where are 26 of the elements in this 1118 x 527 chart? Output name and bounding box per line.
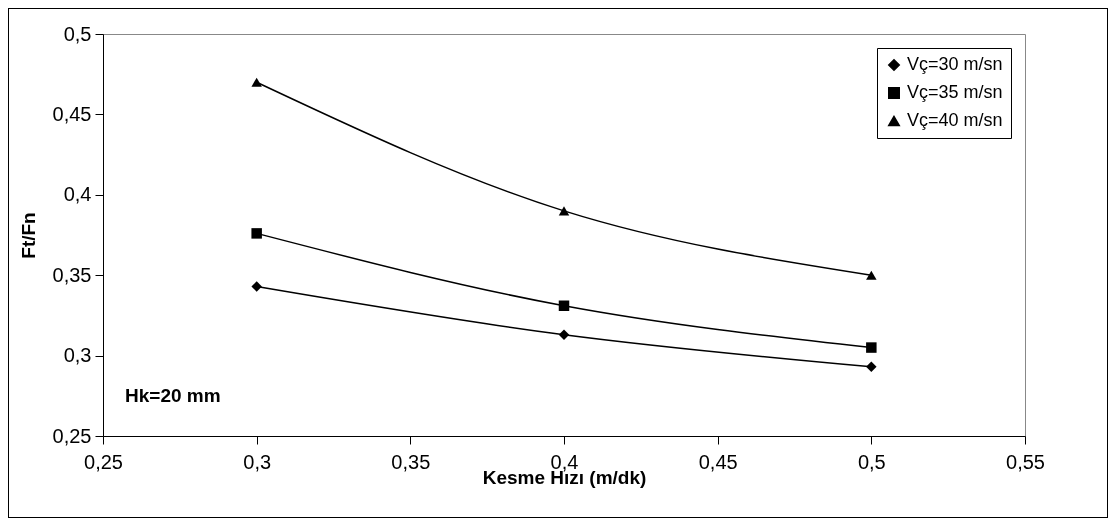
- y-tick-label: 0,35: [52, 263, 92, 286]
- annotation: Hk=20 mm: [125, 385, 221, 406]
- x-tick-label: 0,55: [1006, 450, 1045, 473]
- x-tick-label: 0,45: [698, 450, 738, 473]
- legend-label: Vç=35 m/sn: [907, 82, 1003, 102]
- y-axis-title: Ft/Fn: [17, 212, 39, 259]
- y-tick-label: 0,25: [52, 424, 92, 447]
- x-tick-label: 0,3: [243, 450, 272, 473]
- y-tick-label: 0,3: [63, 344, 92, 367]
- y-tick-label: 0,4: [63, 183, 92, 206]
- point: [866, 270, 877, 280]
- legend-label: Vç=40 m/sn: [907, 110, 1003, 130]
- point: [251, 281, 262, 292]
- point: [866, 342, 877, 353]
- x-tick-label: 0,25: [84, 450, 123, 473]
- x-tick-label: 0,5: [857, 450, 886, 473]
- y-tick-label: 0,45: [52, 102, 92, 125]
- y-tick-label: 0,5: [63, 22, 92, 45]
- point: [558, 300, 570, 311]
- point: [251, 77, 262, 87]
- x-tick-label: 0,35: [391, 450, 431, 473]
- point: [251, 228, 262, 239]
- point: [866, 361, 877, 373]
- point: [558, 329, 570, 340]
- legend-label: Vç=30 m/sn: [907, 54, 1003, 74]
- point: [558, 206, 570, 216]
